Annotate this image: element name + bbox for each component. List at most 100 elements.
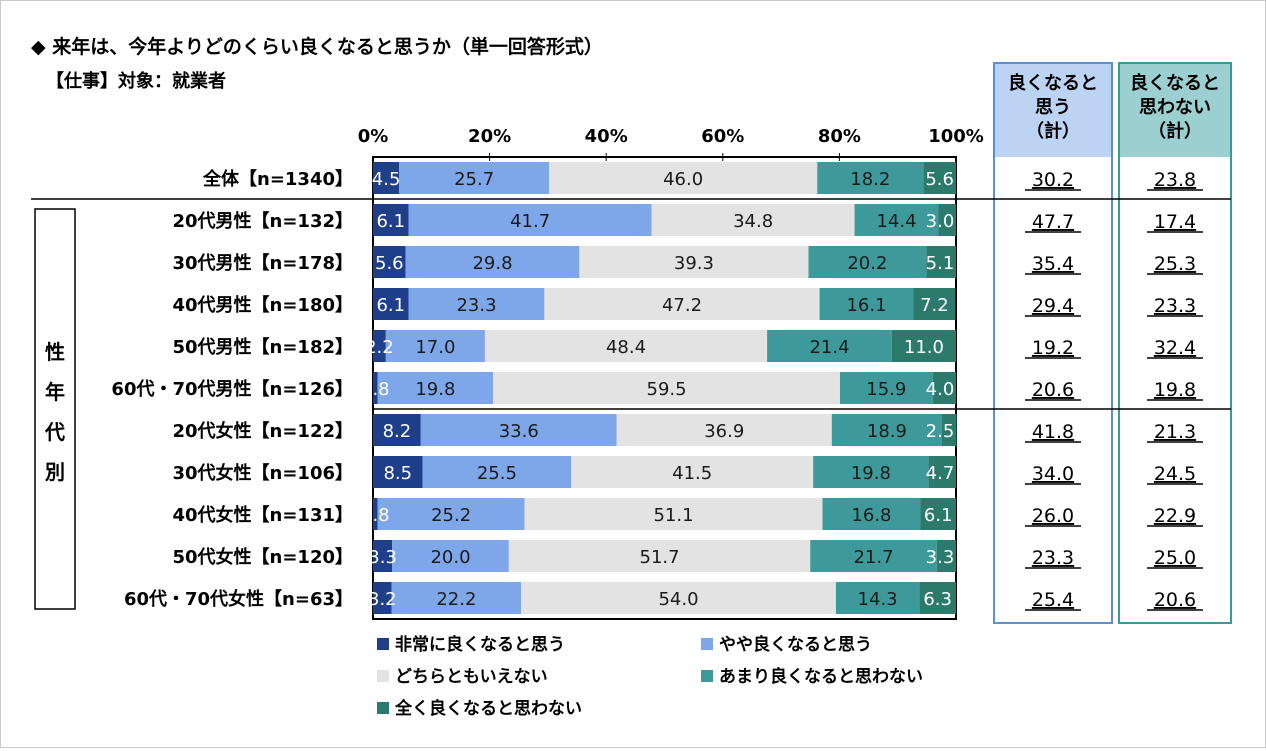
x-tick-label: 80% — [818, 126, 861, 147]
bar-data-label: 3.0 — [926, 211, 955, 232]
bar-data-label: 5.6 — [375, 253, 404, 274]
bar-data-label: 16.8 — [851, 505, 891, 526]
category-label: 全体【n=1340】 — [202, 168, 353, 190]
bar-segment — [913, 288, 956, 320]
category-label: 50代男性【n=182】 — [172, 336, 353, 358]
x-tick-label: 60% — [701, 126, 744, 147]
chart-title: ◆ 来年は、今年よりどのくらい良くなると思うか（単一回答形式） — [31, 35, 603, 58]
bar-segment — [919, 582, 956, 614]
bar-data-label: 6.1 — [376, 295, 405, 316]
bar-segment — [408, 288, 545, 320]
bar-data-label: 23.3 — [456, 295, 496, 316]
legend-swatch — [377, 670, 389, 682]
bar-data-label: 17.0 — [415, 337, 455, 358]
legend-swatch — [377, 638, 389, 650]
bar-data-label: 21.4 — [809, 337, 849, 358]
bar-segment — [839, 372, 933, 404]
bar-segment — [408, 204, 652, 236]
summary-bad-value: 24.5 — [1154, 463, 1196, 485]
summary-column-bad-header-line: 思わない — [1139, 97, 1211, 118]
x-tick-label: 100% — [928, 126, 984, 147]
category-label: 60代・70代男性【n=126】 — [111, 378, 353, 400]
summary-good-value: 30.2 — [1032, 169, 1074, 191]
bar-data-label: 29.8 — [472, 253, 512, 274]
bar-data-label: 25.7 — [454, 169, 494, 190]
bar-segment — [835, 582, 920, 614]
bar-data-label: 8.2 — [383, 421, 412, 442]
bar-segment — [813, 456, 929, 488]
group-bracket — [34, 208, 76, 610]
bar-segment — [508, 540, 811, 572]
bar-segment — [936, 540, 956, 572]
summary-column-bad-header-bg — [1120, 64, 1230, 157]
bar-segment — [373, 540, 393, 572]
bar-segment — [831, 414, 943, 446]
bar-segment — [377, 498, 525, 530]
bar-data-label: 4.5 — [372, 169, 401, 190]
bar-data-label: 21.7 — [853, 547, 893, 568]
bar-data-label: 6.1 — [924, 505, 953, 526]
bar-segment — [926, 246, 956, 278]
bar-segment — [571, 456, 814, 488]
summary-bad-value: 21.3 — [1154, 421, 1196, 443]
bar-segment — [391, 582, 522, 614]
summary-bad-value: 17.4 — [1154, 211, 1196, 233]
bar-segment — [810, 540, 937, 572]
bar-data-label: 39.3 — [674, 253, 714, 274]
bar-segment — [373, 162, 400, 194]
chart-subtitle: 【仕事】対象：就業者 — [46, 70, 226, 92]
bar-data-label: 59.5 — [647, 379, 687, 400]
bar-segment — [373, 456, 423, 488]
bar-data-label: 48.4 — [606, 337, 646, 358]
summary-bad-value: 23.3 — [1154, 295, 1196, 317]
x-tick-label: 40% — [585, 126, 628, 147]
bar-data-label: 0.8 — [361, 379, 390, 400]
bar-segment — [923, 162, 956, 194]
bar-segment — [484, 330, 768, 362]
category-label: 40代女性【n=131】 — [172, 504, 353, 526]
summary-column-good-box — [993, 62, 1113, 624]
bar-segment — [373, 246, 406, 278]
bar-segment — [373, 414, 421, 446]
summary-good-value: 35.4 — [1032, 253, 1074, 275]
bar-data-label: 41.7 — [510, 211, 550, 232]
category-label: 20代男性【n=132】 — [172, 210, 353, 232]
bar-data-label: 34.8 — [733, 211, 773, 232]
category-label: 20代女性【n=122】 — [172, 420, 353, 442]
bar-data-label: 36.9 — [704, 421, 744, 442]
bar-data-label: 47.2 — [662, 295, 702, 316]
summary-column-bad-box — [1118, 62, 1232, 624]
summary-good-value: 47.7 — [1032, 211, 1074, 233]
bar-segment — [422, 456, 572, 488]
bar-segment — [373, 288, 409, 320]
category-label: 60代・70代女性【n=63】 — [124, 588, 353, 610]
bar-segment — [891, 330, 956, 362]
summary-column-bad-header-line: 良くなると — [1130, 72, 1220, 94]
bar-data-label: 0.8 — [361, 505, 390, 526]
legend-swatch — [377, 702, 389, 714]
bar-data-label: 22.2 — [436, 589, 476, 610]
summary-good-value: 29.4 — [1032, 295, 1074, 317]
legend-label: 全く良くなると思わない — [394, 698, 582, 719]
summary-bad-value: 22.9 — [1154, 505, 1196, 527]
bar-data-label: 4.0 — [926, 379, 955, 400]
bar-segment — [822, 498, 921, 530]
bar-segment — [392, 540, 509, 572]
legend-label: やや良くなると思う — [719, 634, 872, 655]
bar-data-label: 25.5 — [477, 463, 517, 484]
summary-bad-value: 19.8 — [1154, 379, 1196, 401]
bar-data-label: 46.0 — [663, 169, 703, 190]
summary-good-value: 25.4 — [1032, 589, 1074, 611]
bar-segment — [928, 456, 956, 488]
bar-segment — [377, 372, 494, 404]
x-tick-label: 20% — [468, 126, 511, 147]
bar-data-label: 33.6 — [499, 421, 539, 442]
bar-data-label: 8.5 — [383, 463, 412, 484]
bar-segment — [616, 414, 832, 446]
bar-data-label: 5.6 — [925, 169, 954, 190]
legend-swatch — [701, 670, 713, 682]
bar-data-label: 19.8 — [851, 463, 891, 484]
bar-segment — [767, 330, 892, 362]
bar-data-label: 16.1 — [846, 295, 886, 316]
